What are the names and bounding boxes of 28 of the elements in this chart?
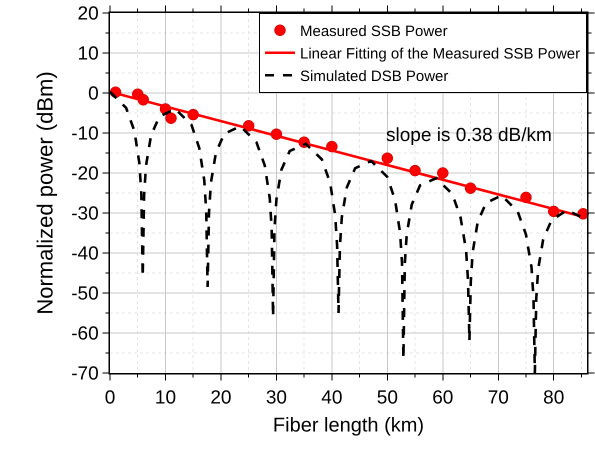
- point: [382, 152, 394, 164]
- legend-label: Measured SSB Power: [300, 23, 448, 40]
- y-tick-label: -70: [71, 364, 99, 385]
- x-tick-label: 60: [432, 387, 454, 408]
- x-tick-label: 20: [210, 387, 232, 408]
- point: [165, 112, 177, 124]
- y-tick-label: -30: [71, 204, 99, 225]
- x-tick-label: 0: [104, 387, 116, 408]
- annotation: slope is 0.38 dB/km: [386, 125, 552, 146]
- y-tick-label: -40: [71, 244, 99, 265]
- x-tick-label: 80: [543, 387, 564, 408]
- x-tick-label: 30: [266, 387, 287, 408]
- x-tick-label: 10: [154, 387, 176, 408]
- y-tick-label: -20: [71, 164, 99, 185]
- y-tick-label: 10: [78, 44, 99, 65]
- y-tick-label: 0: [88, 84, 99, 105]
- point: [437, 167, 449, 179]
- legend-label: Simulated DSB Power: [300, 68, 448, 86]
- y-tick-label: -50: [71, 284, 99, 305]
- x-tick-label: 70: [488, 387, 509, 408]
- y-tick-label: 20: [78, 4, 99, 25]
- y-tick-label: -10: [71, 124, 99, 145]
- y-tick-label: -60: [71, 324, 99, 345]
- legend-label: Linear Fitting of the Measured SSB Power: [300, 46, 580, 63]
- x-tick-label: 40: [321, 387, 342, 408]
- x-tick-label: 50: [376, 387, 398, 408]
- y-axis-title: Normalized power (dBm): [32, 71, 58, 315]
- x-axis-title: Fiber length (km): [272, 414, 424, 437]
